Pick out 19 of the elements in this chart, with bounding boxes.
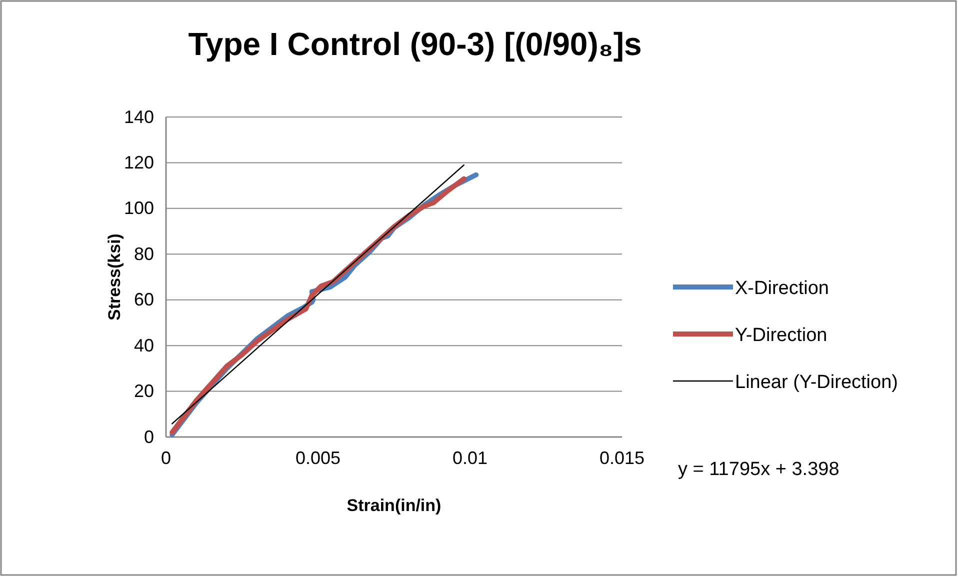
y-tick-label: 60 bbox=[134, 290, 154, 310]
legend-label: Linear (Y-Direction) bbox=[735, 372, 898, 393]
x-tick-label: 0.015 bbox=[599, 448, 645, 468]
y-axis-title: Stress(ksi) bbox=[105, 234, 124, 320]
legend-label: Y-Direction bbox=[735, 325, 828, 346]
y-tick-label: 100 bbox=[124, 198, 154, 218]
x-tick-label: 0 bbox=[160, 448, 172, 468]
y-tick-label: 120 bbox=[124, 152, 154, 172]
legend-label: X-Direction bbox=[735, 278, 829, 299]
y-tick-label: 80 bbox=[134, 244, 154, 264]
x-tick-label: 0.01 bbox=[452, 448, 488, 468]
x-axis-title: Strain(in/in) bbox=[346, 496, 442, 515]
y-tick-label: 140 bbox=[124, 106, 154, 127]
y-tick-label: 0 bbox=[144, 426, 154, 447]
y-tick-label: 40 bbox=[134, 335, 154, 356]
y-tick-label: 20 bbox=[134, 381, 154, 402]
x-tick-label: 0.005 bbox=[295, 448, 341, 468]
text: y = 11795x + 3.398 bbox=[678, 459, 840, 480]
chart-title: Type I Control (90-3) [(0/90)₈]s bbox=[188, 26, 642, 62]
